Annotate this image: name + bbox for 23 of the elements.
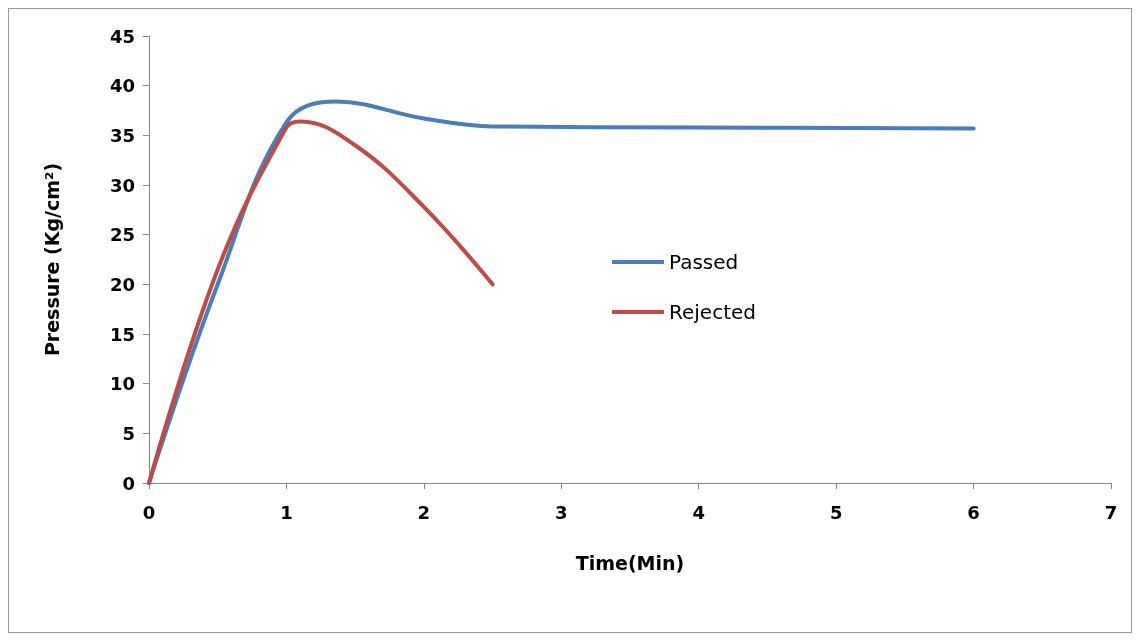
x-tick-label: 6 bbox=[967, 501, 980, 523]
y-tick-label: 5 bbox=[122, 422, 135, 444]
x-tick-label: 1 bbox=[280, 501, 293, 523]
y-tick-label: 40 bbox=[109, 75, 135, 97]
legend-label: Rejected bbox=[669, 300, 757, 324]
x-tick-label: 2 bbox=[417, 501, 431, 523]
line-series bbox=[147, 119, 495, 485]
x-tick-label: 4 bbox=[692, 501, 705, 523]
y-tick-label: 45 bbox=[109, 25, 135, 47]
y-tick-label: 30 bbox=[109, 174, 135, 196]
x-tick-label: 7 bbox=[1104, 501, 1118, 523]
y-axis-title: Pressure (Kg/cm²) bbox=[40, 162, 63, 357]
x-tick-label: 0 bbox=[142, 501, 156, 523]
x-axis-title: Time(Min) bbox=[575, 551, 685, 574]
y-tick-label: 20 bbox=[109, 273, 135, 295]
y-tick-label: 35 bbox=[109, 124, 135, 146]
legend-label: Passed bbox=[669, 250, 739, 274]
y-tick-label: 15 bbox=[109, 323, 135, 345]
x-tick-label: 5 bbox=[829, 501, 843, 523]
y-tick-label: 0 bbox=[122, 472, 135, 494]
x-tick-label: 3 bbox=[555, 501, 568, 523]
y-tick-label: 10 bbox=[109, 373, 135, 395]
y-tick-label: 25 bbox=[109, 224, 135, 246]
